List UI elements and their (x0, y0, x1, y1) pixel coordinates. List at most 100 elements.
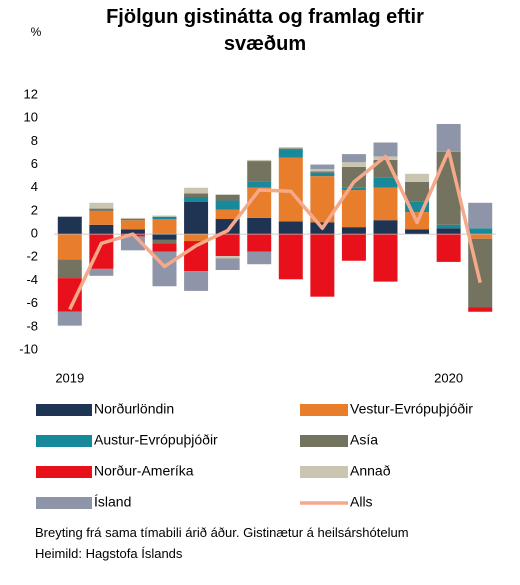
bar-segment (436, 228, 461, 235)
legend-label: Norður-Ameríka (94, 463, 194, 479)
legend-label: Austur-Evrópuþjóðir (94, 432, 218, 448)
bar-segment (152, 216, 177, 220)
bar-segment (152, 239, 177, 244)
bar-segment (310, 176, 335, 223)
x-tick-label: 2020 (434, 370, 463, 385)
notes: Breyting frá sama tímabili árið áður. Gi… (35, 522, 465, 564)
bar-segment (215, 200, 240, 210)
bar-segment (89, 210, 114, 225)
chart: % 12 10 8 6 4 2 0 -2 -4 -6 -8 -10 2019 2020 Norðurlönd… (19, 25, 496, 510)
bar-segment (436, 123, 461, 152)
bar-segment (184, 234, 209, 242)
bar-segment (152, 219, 177, 235)
bar-segment (247, 217, 272, 235)
bar-segment (120, 229, 145, 235)
bar-segment (89, 208, 114, 211)
bar-segment (341, 154, 366, 163)
bar-segment (341, 227, 366, 235)
legend-label: Vestur-Evrópuþjóðir (350, 401, 473, 417)
chart-title: Fjölgun gistinátta og framlag eftir svæð… (106, 6, 424, 55)
bar-segment (278, 147, 303, 149)
bar-segment (215, 234, 240, 257)
bar-segment (278, 234, 303, 280)
y-tick-label: 12 (24, 86, 38, 101)
bar-segment (120, 217, 145, 220)
bar-segment (89, 224, 114, 235)
bar-segment (247, 251, 272, 265)
bar-segment (310, 171, 335, 173)
bar-segment (310, 172, 335, 177)
bar-segment (247, 159, 272, 162)
bar-segment (341, 166, 366, 188)
x-tick-label: 2019 (55, 370, 84, 385)
bar-segment (341, 162, 366, 167)
bar-segment (405, 173, 430, 182)
y-tick-label: 6 (31, 156, 38, 171)
legend-swatch (36, 435, 92, 447)
y-tick-label: -2 (26, 249, 38, 264)
bar-segment (184, 201, 209, 235)
bar-segment (184, 197, 209, 202)
bar-segment (341, 190, 366, 228)
legend-label: Ísland (94, 494, 131, 510)
bar-segment (184, 187, 209, 194)
bar-segment (215, 258, 240, 271)
y-tick-label: 10 (24, 110, 38, 125)
legend-label: Asía (350, 432, 378, 448)
legend-label: Alls (350, 494, 373, 510)
bar-segment (120, 219, 145, 221)
y-axis-label: % (31, 25, 42, 39)
bar-segment (247, 161, 272, 182)
bar-segment (247, 234, 272, 252)
bar-segment (436, 234, 461, 262)
bar-segment (247, 181, 272, 188)
bar-segment (436, 224, 461, 229)
bar-segment (405, 181, 430, 202)
legend-swatch (36, 466, 92, 478)
bar-segment (184, 193, 209, 197)
bar-segment (310, 164, 335, 170)
y-tick-label: -6 (26, 295, 38, 310)
bar-segment (215, 209, 240, 220)
bar-segment (89, 268, 114, 276)
bar-segment (278, 221, 303, 235)
bar-segment (341, 234, 366, 261)
y-tick-label: 4 (31, 179, 38, 194)
bar-segment (152, 234, 177, 240)
legend-label: Norðurlöndin (94, 401, 174, 417)
bar-segment (89, 202, 114, 209)
bar-segment (57, 278, 82, 312)
bar-segment (215, 194, 240, 201)
bar-segment (120, 220, 145, 230)
bar-segment (184, 271, 209, 291)
bar-segment (405, 229, 430, 235)
bar-segment (310, 234, 335, 297)
note: Breyting frá sama tímabili árið áður. Gi… (35, 525, 409, 540)
bar-segment (57, 259, 82, 279)
bar-segment (373, 220, 398, 235)
y-tick-label: -8 (26, 318, 38, 333)
bar-segment (215, 256, 240, 259)
y-tick-label: 2 (31, 202, 38, 217)
bar-segment (310, 169, 335, 172)
bar-segment (57, 311, 82, 326)
bar-segment (468, 234, 493, 239)
bar-segment (152, 215, 177, 217)
bar-segment (468, 228, 493, 235)
y-tick-label: -4 (26, 272, 38, 287)
bar-segment (468, 307, 493, 312)
y-tick-label: 0 (31, 226, 38, 241)
y-tick-label: -10 (19, 341, 38, 356)
bar-segment (278, 149, 303, 158)
bar-segment (152, 243, 177, 252)
legend-swatch (300, 435, 348, 447)
bar-segment (278, 148, 303, 150)
legend-swatch (300, 466, 348, 478)
bar-segment (405, 201, 430, 213)
bar-segment (468, 202, 493, 229)
bar-segment (373, 234, 398, 282)
legend-swatch (300, 404, 348, 416)
line (68, 148, 482, 311)
y-tick-label: 8 (31, 133, 38, 148)
legend-swatch (36, 497, 92, 509)
